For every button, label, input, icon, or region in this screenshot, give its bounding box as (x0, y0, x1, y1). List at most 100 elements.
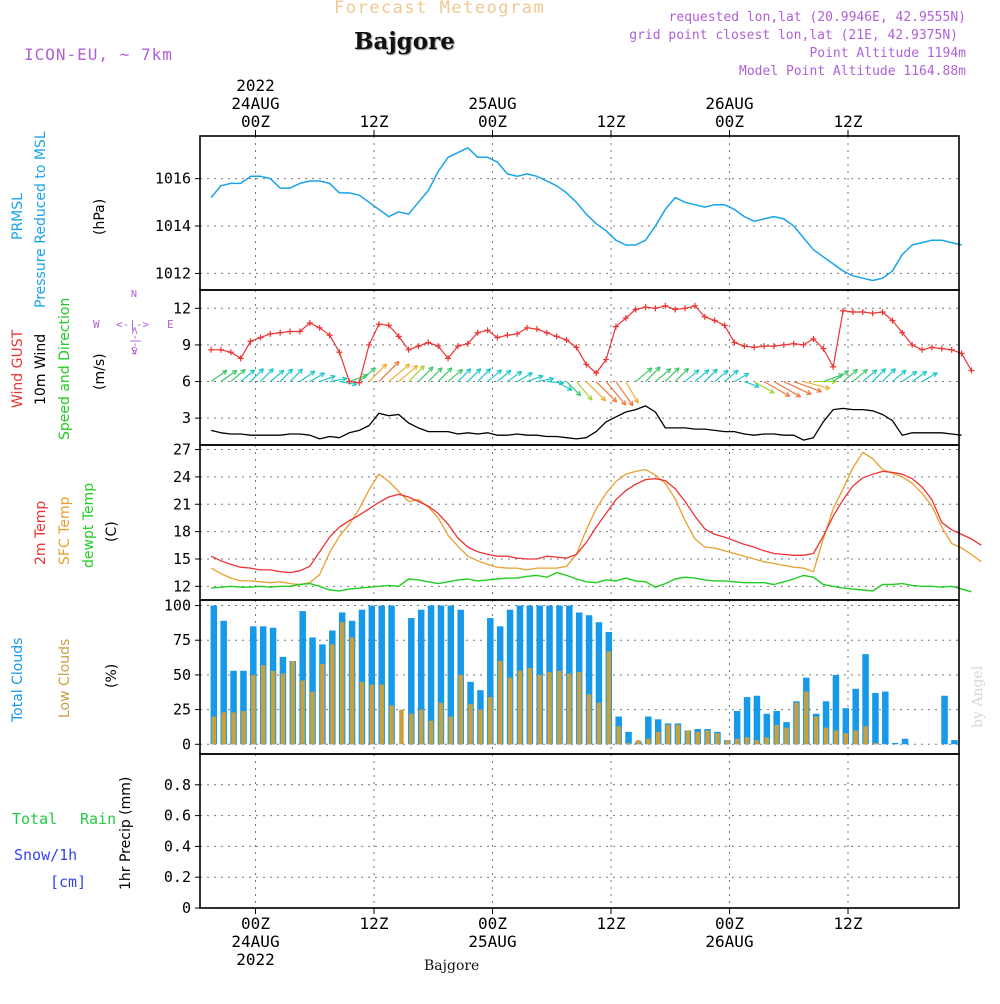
low-cloud-bar (814, 717, 819, 745)
low-cloud-bar (686, 730, 691, 744)
low-cloud-bar (587, 694, 592, 744)
low-cloud-bar (528, 668, 533, 744)
low-cloud-bar (212, 717, 217, 745)
compass-east: E (167, 318, 174, 331)
low-cloud-bar (873, 743, 878, 744)
y-tick-label: 1016 (155, 170, 191, 188)
temp-unit: (C) (104, 521, 120, 542)
y-tick-label: 1014 (155, 217, 191, 235)
total-cloud-bar (941, 696, 948, 745)
low-cloud-bar (853, 730, 858, 744)
rain-label-a: Total (12, 810, 57, 828)
y-tick-label: 18 (173, 523, 191, 541)
low-clouds-label: Low Clouds (57, 639, 73, 718)
y-tick-label: 0.6 (164, 807, 191, 825)
y-tick-label: 100 (164, 597, 191, 615)
panel-bg (200, 445, 959, 600)
wind-arrow-head (754, 387, 759, 388)
panel-bg (200, 290, 959, 445)
low-cloud-bar (379, 685, 384, 745)
low-cloud-bar (429, 721, 434, 745)
low-cloud-bar (547, 672, 552, 744)
low-cloud-bar (626, 743, 631, 744)
low-cloud-bar (241, 711, 246, 744)
footer-location: Bajgore (424, 958, 479, 974)
total-cloud-bar (902, 739, 909, 745)
snow-label: Snow/1h (14, 846, 77, 864)
y-tick-label: 1012 (155, 264, 191, 282)
panel-bg (200, 136, 959, 290)
y-tick-label: 15 (173, 550, 191, 568)
time-label-bottom: 00Z (715, 914, 744, 933)
time-label-top: 00Z (241, 112, 270, 131)
low-cloud-bar (557, 671, 562, 745)
low-cloud-bar (616, 726, 621, 744)
compass-north: N (131, 289, 137, 300)
low-cloud-bar (656, 732, 661, 744)
prmsl-desc-label: Pressure Reduced to MSL (33, 131, 49, 308)
low-cloud-bar (281, 674, 286, 745)
low-cloud-bar (221, 712, 226, 744)
time-label-top: 12Z (597, 112, 626, 131)
low-cloud-bar (231, 712, 236, 744)
prmsl-unit: (hPa) (92, 199, 108, 235)
low-cloud-bar (567, 674, 572, 745)
time-label-bottom: 12Z (834, 914, 863, 933)
time-label-top: 00Z (478, 112, 507, 131)
point-altitude: Point Altitude 1194m (809, 46, 966, 61)
low-cloud-bar (607, 651, 612, 744)
y-tick-label: 0.2 (164, 868, 191, 886)
gust-marker (968, 368, 974, 374)
model-label: ICON-EU, ~ 7km (24, 45, 173, 64)
low-cloud-bar (735, 739, 740, 745)
snow-unit-label: [cm] (50, 873, 86, 891)
low-cloud-bar (468, 704, 473, 744)
requested-coords: requested lon,lat (20.9946E, 42.9555N) (669, 10, 966, 25)
y-tick-label: 24 (173, 468, 191, 486)
low-cloud-bar (399, 710, 404, 745)
panel-bg (200, 754, 959, 908)
low-cloud-bar (340, 622, 345, 744)
low-cloud-bar (439, 703, 444, 745)
low-cloud-bar (636, 740, 641, 744)
low-cloud-bar (577, 672, 582, 744)
y-tick-label: 27 (173, 441, 191, 459)
sfc-label: SFC Temp (57, 497, 73, 565)
low-cloud-bar (458, 675, 463, 744)
y-tick-label: 25 (173, 701, 191, 719)
low-cloud-bar (765, 737, 770, 744)
time-label-bottom: 00Z (478, 914, 507, 933)
y-tick-label: 6 (182, 373, 191, 391)
low-cloud-bar (804, 692, 809, 745)
compass-west: W (93, 318, 100, 331)
credit-watermark: by Angel (970, 666, 986, 728)
total-clouds-label: Total Clouds (10, 638, 26, 722)
prmsl-label: PRMSL (10, 193, 26, 240)
total-cloud-bar (892, 743, 899, 744)
low-cloud-bar (310, 692, 315, 745)
time-label-top: 00Z (715, 112, 744, 131)
low-cloud-bar (695, 732, 700, 744)
low-cloud-bar (508, 678, 513, 745)
compass-south: S (131, 346, 137, 357)
low-cloud-bar (300, 680, 305, 744)
low-cloud-bar (518, 671, 523, 745)
gust-label: Wind GUST (10, 330, 26, 408)
low-cloud-bar (725, 740, 730, 744)
time-label-bottom: 25AUG (468, 932, 516, 951)
y-tick-label: 75 (173, 631, 191, 649)
precip-unit: 1hr Precip (mm) (118, 777, 134, 890)
low-cloud-bar (824, 728, 829, 745)
model-altitude: Model Point Altitude 1164.88m (739, 64, 966, 79)
y-tick-label: 12 (173, 577, 191, 595)
location-title: Bajgore (354, 28, 455, 55)
total-cloud-bar (754, 696, 761, 745)
time-label-bottom: 2022 (236, 950, 275, 969)
low-cloud-bar (498, 661, 503, 744)
low-cloud-bar (784, 728, 789, 745)
low-cloud-bar (409, 714, 414, 745)
